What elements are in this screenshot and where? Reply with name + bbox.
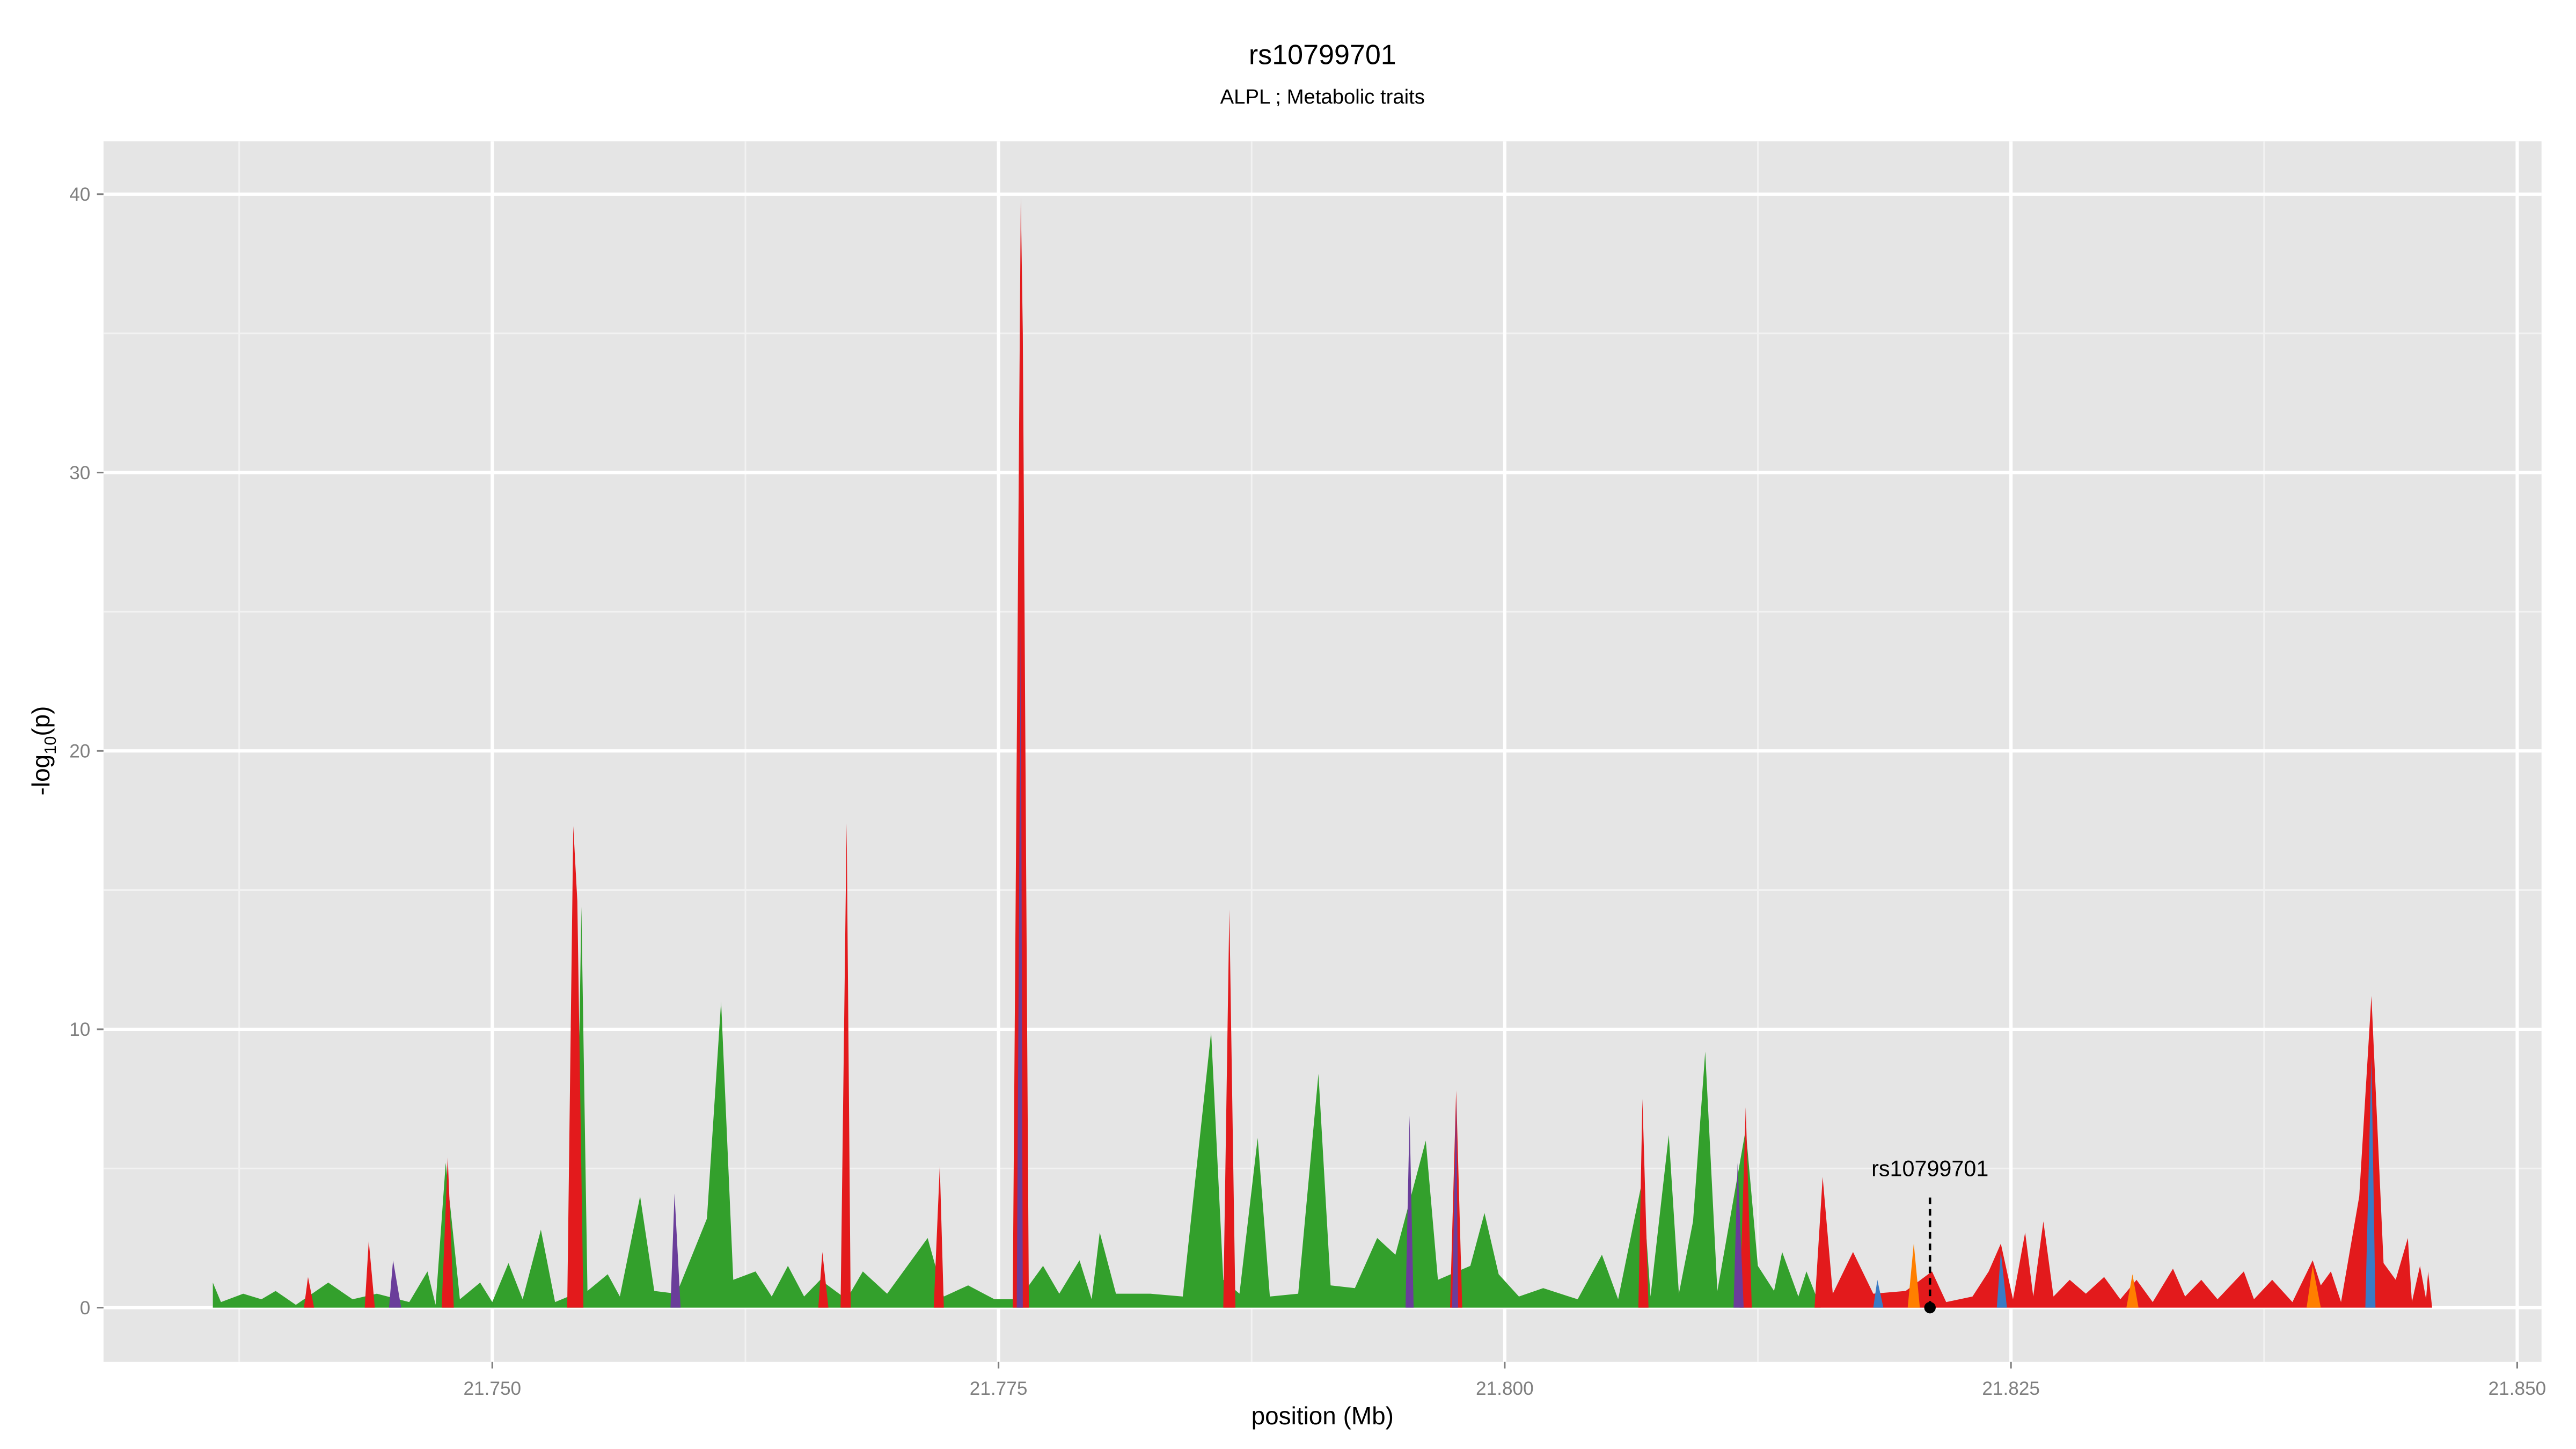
chart-title: rs10799701	[1249, 39, 1396, 70]
y-tick-label: 20	[69, 741, 90, 762]
x-tick-label: 21.850	[2489, 1378, 2546, 1399]
area	[213, 906, 1821, 1308]
y-tick-label: 10	[69, 1019, 90, 1040]
chart-subtitle: ALPL ; Metabolic traits	[1220, 85, 1425, 108]
y-label-main: -log	[27, 755, 55, 796]
y-tick-label: 40	[69, 184, 90, 205]
y-label-tail: (p)	[27, 706, 55, 736]
y-label-sub: 10	[41, 736, 60, 755]
y-tick-label: 30	[69, 463, 90, 484]
x-tick-label: 21.800	[1476, 1378, 1534, 1399]
x-tick-label: 21.825	[1982, 1378, 2040, 1399]
annotation-label: rs10799701	[1871, 1157, 1988, 1181]
x-tick-label: 21.775	[970, 1378, 1028, 1399]
y-axis-label: -log10(p)	[27, 706, 60, 796]
y-tick-label: 0	[80, 1298, 91, 1319]
annotation-point	[1924, 1301, 1936, 1314]
x-tick-label: 21.750	[463, 1378, 521, 1399]
x-axis-label: position (Mb)	[1252, 1402, 1394, 1430]
